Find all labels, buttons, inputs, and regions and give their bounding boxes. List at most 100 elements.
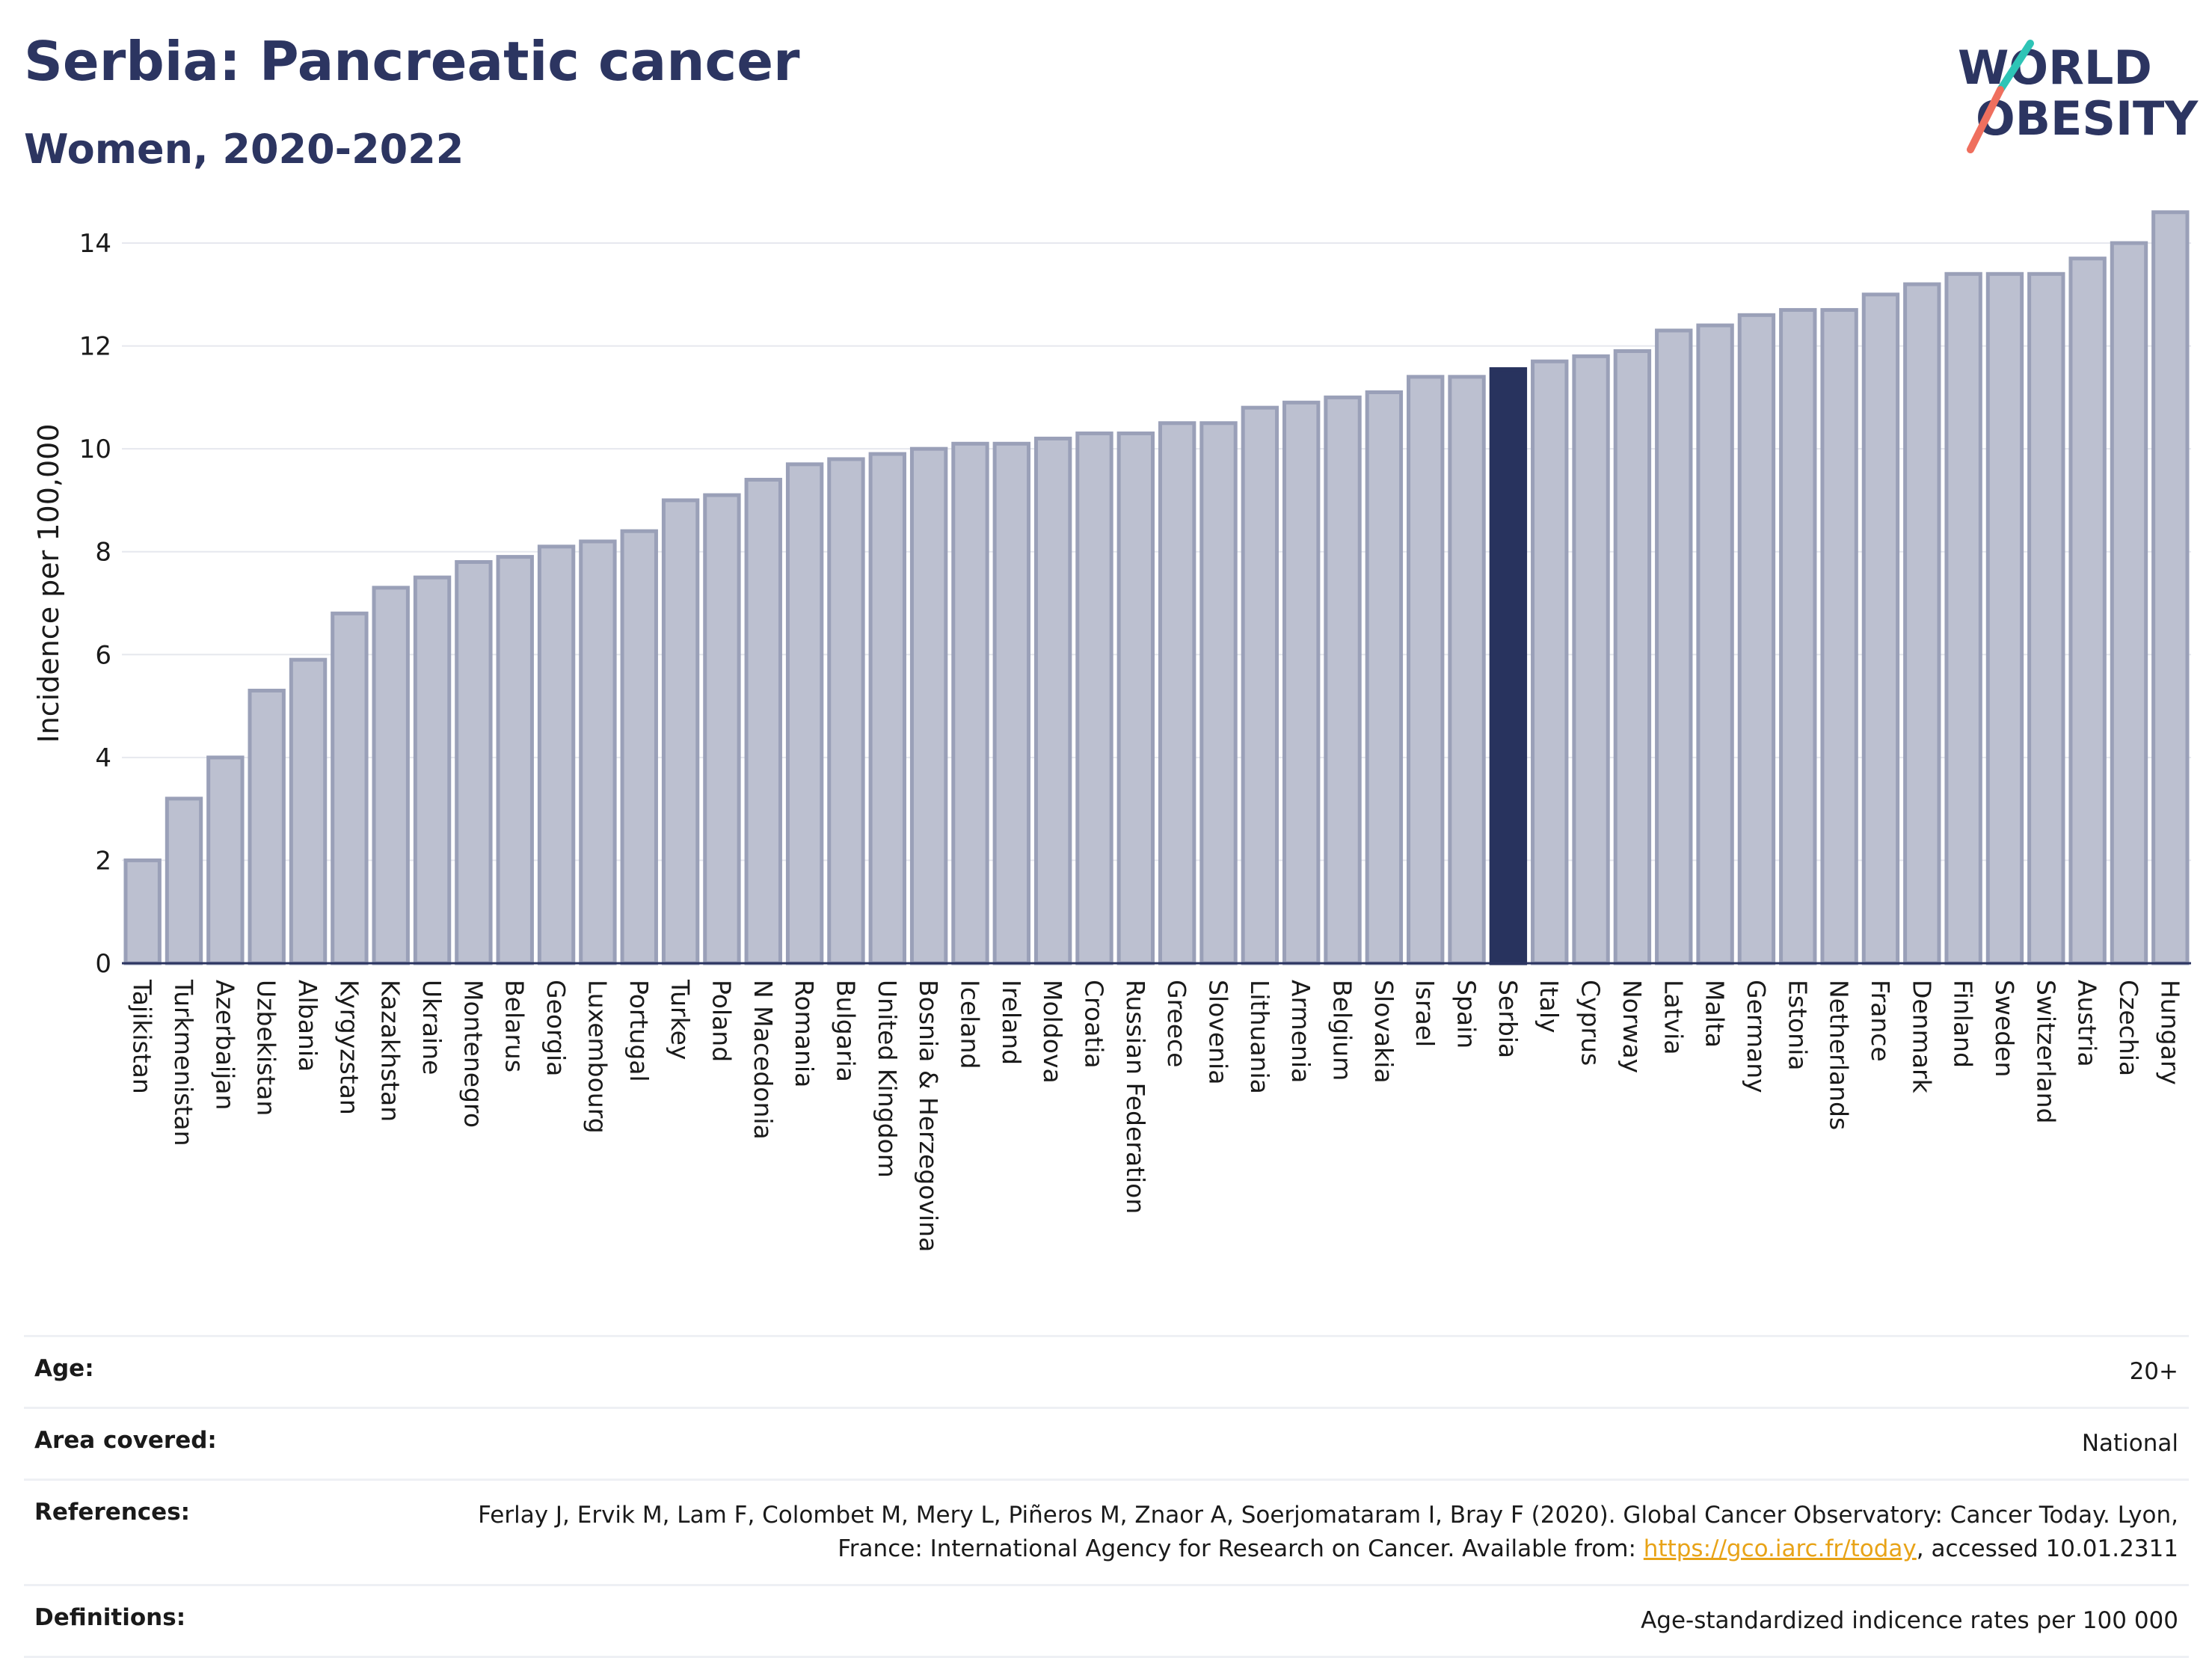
x-tick-label: Moldova (1038, 980, 1067, 1084)
bar-luxembourg (579, 539, 617, 965)
bar-netherlands (1820, 307, 1858, 965)
bar-united-kingdom (868, 452, 906, 965)
bar-finland (1944, 271, 1982, 965)
area-value: National (2081, 1429, 2178, 1457)
x-tick-label: Serbia (1493, 980, 1523, 1058)
x-tick-label: Uzbekistan (252, 980, 281, 1116)
bar-latvia (1655, 328, 1693, 965)
x-tick-label: Lithuania (1245, 980, 1274, 1094)
bar-greece (1158, 421, 1196, 965)
x-tick-label: Croatia (1079, 980, 1108, 1069)
bar-denmark (1903, 282, 1941, 965)
x-tick-label: United Kingdom (873, 980, 902, 1178)
x-tick-label: Austria (2073, 980, 2102, 1067)
bar-cyprus (1572, 354, 1610, 965)
logo-text-world: WORLD (1958, 40, 2152, 95)
x-tick-label: Sweden (1990, 980, 2019, 1077)
x-tick-label: N Macedonia (749, 980, 778, 1140)
x-tick-label: Georgia (541, 980, 571, 1076)
bar-russian-federation (1116, 432, 1155, 965)
bar-belarus (496, 555, 534, 965)
x-tick-label: Russian Federation (1121, 980, 1150, 1214)
bar-sweden (1985, 271, 2024, 965)
y-tick-label: 10 (79, 435, 111, 464)
x-tick-label: Montenegro (458, 980, 488, 1128)
bar-turkey (661, 498, 700, 965)
bar-chart: 0 2 4 6 8 10 12 14 Tajikistan Turkmenistan Azerbai… (32, 210, 2191, 1252)
meta-row-area: Area covered: National (24, 1406, 2189, 1479)
bar-bosnia-herzegovina (909, 446, 948, 965)
bar-ireland (992, 441, 1030, 965)
y-tick-label: 14 (79, 229, 111, 259)
x-tick-label: Belgium (1328, 980, 1357, 1081)
bar-portugal (620, 529, 658, 965)
x-tick-label: Spain (1452, 980, 1481, 1048)
x-tick-label: Turkmenistan (169, 979, 198, 1146)
metadata-table: Age: 20+ Area covered: National Referenc… (24, 1335, 2189, 1658)
area-label: Area covered: (34, 1426, 217, 1454)
bar-switzerland (2027, 271, 2065, 965)
x-tick-label: Slovenia (1204, 980, 1233, 1084)
chart-subtitle: Women, 2020-2022 (24, 126, 464, 173)
y-tick-label: 0 (95, 949, 111, 979)
bar-poland (703, 493, 741, 965)
references-value: Ferlay J, Ervik M, Lam F, Colombet M, Me… (458, 1499, 2178, 1566)
x-tick-label: Ireland (997, 980, 1026, 1065)
definitions-label: Definitions: (34, 1603, 186, 1631)
x-tick-label: Romania (790, 980, 819, 1087)
bar-n-macedonia (744, 477, 782, 965)
x-tick-label: Malta (1701, 980, 1730, 1048)
bar-serbia (1489, 367, 1528, 965)
chart-title: Serbia: Pancreatic cancer (24, 30, 800, 93)
bar-czechia (2110, 241, 2148, 965)
x-tick-label: Cyprus (1576, 980, 1606, 1066)
y-tick-label: 4 (95, 743, 111, 773)
x-tick-label: Israel (1410, 980, 1440, 1047)
bar-malta (1696, 323, 1734, 965)
x-tick-label: Czechia (2114, 980, 2143, 1076)
bar-turkmenistan (165, 796, 203, 965)
bar-armenia (1282, 400, 1321, 965)
x-tick-label: Kazakhstan (376, 980, 405, 1122)
logo-slash-bottom (1967, 86, 2004, 153)
bar-romania (785, 462, 824, 965)
bar-belgium (1324, 395, 1362, 965)
bar-uzbekistan (248, 688, 286, 965)
logo-text-obesity: OBESITY (1976, 91, 2199, 146)
bar-lithuania (1241, 405, 1279, 965)
x-tick-label: Luxembourg (583, 980, 612, 1134)
x-tick-label: Slovakia (1369, 980, 1398, 1084)
bars (123, 210, 2190, 965)
age-label: Age: (34, 1355, 94, 1382)
x-tick-label: Denmark (1907, 980, 1936, 1094)
x-tick-label: Bosnia & Herzegovina (914, 980, 943, 1252)
bar-montenegro (455, 559, 493, 965)
bar-albania (289, 657, 328, 965)
bar-spain (1448, 375, 1486, 965)
x-tick-label: Azerbaijan (210, 980, 239, 1110)
x-tick-label: Tajikistan (128, 979, 157, 1094)
bar-ukraine (413, 575, 452, 965)
bar-kazakhstan (372, 586, 410, 965)
x-tick-label: Latvia (1659, 980, 1688, 1054)
x-tick-label: Iceland (955, 980, 984, 1069)
x-tick-label: Netherlands (1825, 980, 1854, 1130)
x-tick-label: Norway (1617, 980, 1647, 1073)
bar-slovakia (1365, 390, 1404, 965)
y-tick-label: 12 (79, 332, 111, 362)
bar-austria (2068, 257, 2107, 965)
bar-norway (1613, 349, 1652, 965)
references-text: Ferlay J, Ervik M, Lam F, Colombet M, Me… (478, 1501, 2178, 1562)
meta-row-age: Age: 20+ (24, 1335, 2189, 1407)
meta-row-references: References: Ferlay J, Ervik M, Lam F, Co… (24, 1478, 2189, 1584)
x-tick-label: Hungary (2155, 980, 2184, 1085)
bar-georgia (537, 544, 576, 965)
bar-croatia (1075, 432, 1113, 965)
x-tick-label: Italy (1534, 980, 1564, 1034)
definitions-value: Age-standardized indicence rates per 100… (1641, 1606, 2178, 1634)
bar-kyrgyzstan (331, 611, 369, 965)
references-link[interactable]: https://gco.iarc.fr/today (1643, 1535, 1917, 1562)
bar-italy (1531, 359, 1569, 965)
bar-hungary (2151, 210, 2190, 965)
x-tick-label: Armenia (1286, 980, 1315, 1083)
